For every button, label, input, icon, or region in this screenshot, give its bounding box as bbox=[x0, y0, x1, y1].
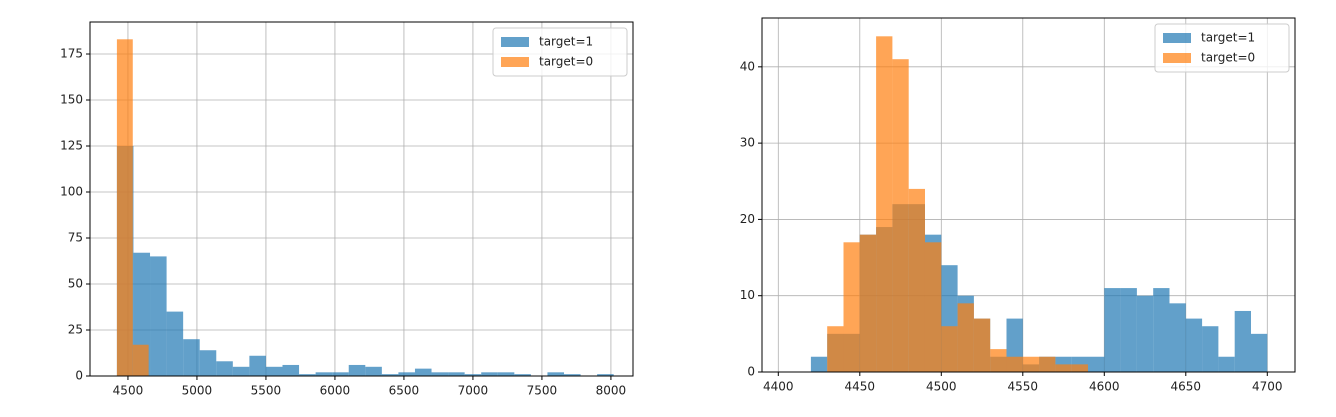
bar bbox=[497, 372, 515, 376]
bar bbox=[132, 344, 149, 376]
y-tick-label: 125 bbox=[60, 139, 83, 153]
bar bbox=[1202, 326, 1219, 372]
y-tick-label: 0 bbox=[75, 369, 83, 383]
y-tick-label: 75 bbox=[68, 231, 83, 245]
chart: 0 10 20 30 40 4400 4450 4500 4550 4600 4650 4700 tar… bbox=[740, 17, 1296, 394]
bar bbox=[564, 374, 581, 376]
bar bbox=[1006, 356, 1023, 372]
bar bbox=[183, 339, 200, 376]
x-tick-label: 4500 bbox=[926, 380, 957, 394]
bar bbox=[892, 59, 909, 373]
legend-label: target=1 bbox=[539, 35, 593, 49]
y-tick-label: 20 bbox=[740, 212, 755, 226]
bar bbox=[464, 374, 482, 376]
bar bbox=[1120, 288, 1137, 372]
bar bbox=[514, 374, 531, 376]
x-tick-label: 4450 bbox=[845, 380, 876, 394]
bar bbox=[1185, 318, 1203, 372]
bar bbox=[810, 356, 828, 372]
plot-frame bbox=[89, 21, 634, 377]
bar bbox=[876, 36, 893, 373]
bar bbox=[908, 188, 925, 372]
bar bbox=[232, 366, 250, 376]
bar bbox=[116, 39, 133, 376]
bar bbox=[859, 234, 877, 372]
bar bbox=[150, 256, 167, 376]
x-tick-label: 8000 bbox=[596, 384, 627, 398]
bar bbox=[1055, 364, 1072, 372]
bar bbox=[843, 242, 860, 372]
x-tick-label: 4400 bbox=[763, 380, 794, 394]
bar bbox=[924, 242, 942, 372]
bar bbox=[265, 366, 283, 376]
y-tick-label: 25 bbox=[68, 323, 83, 337]
bar bbox=[332, 372, 349, 376]
y-tick-label: 50 bbox=[68, 277, 83, 291]
bar bbox=[1169, 303, 1186, 372]
bar bbox=[1153, 288, 1170, 372]
y-tick-label: 100 bbox=[60, 185, 83, 199]
bar bbox=[299, 374, 316, 376]
bar bbox=[1234, 310, 1251, 372]
bar bbox=[547, 372, 565, 376]
bar bbox=[1039, 356, 1056, 372]
bar bbox=[827, 326, 844, 372]
legend-swatch bbox=[1163, 53, 1191, 63]
bar bbox=[216, 361, 233, 376]
bar bbox=[1022, 356, 1040, 372]
bar bbox=[282, 364, 300, 376]
legend-swatch bbox=[501, 37, 529, 47]
legend-label: target=0 bbox=[539, 55, 593, 69]
chart: 0 25 50 75 100 125 150 175 4500 5000 5500 6000 6500 7… bbox=[60, 21, 634, 398]
legend-label: target=1 bbox=[1201, 31, 1255, 45]
bar bbox=[1136, 295, 1154, 372]
bar bbox=[249, 355, 266, 376]
y-tick-label: 0 bbox=[747, 365, 755, 379]
y-tick-label: 40 bbox=[740, 59, 755, 73]
bar bbox=[597, 374, 614, 376]
bar bbox=[973, 318, 991, 372]
bar bbox=[431, 372, 449, 376]
bar bbox=[1218, 356, 1235, 372]
bar bbox=[381, 374, 399, 376]
bar bbox=[1104, 288, 1121, 372]
legend-swatch bbox=[501, 57, 529, 67]
y-tick-label: 10 bbox=[740, 288, 755, 302]
bar bbox=[990, 349, 1007, 372]
x-tick-label: 6500 bbox=[389, 384, 420, 398]
y-tick-label: 150 bbox=[60, 93, 83, 107]
bar bbox=[481, 372, 498, 376]
legend-swatch bbox=[1163, 33, 1191, 43]
y-tick-label: 30 bbox=[740, 136, 755, 150]
plot-frame bbox=[761, 17, 1296, 373]
bar bbox=[1071, 364, 1088, 372]
x-tick-label: 5000 bbox=[182, 384, 213, 398]
bar bbox=[348, 364, 366, 376]
x-tick-label: 6000 bbox=[320, 384, 351, 398]
bar bbox=[414, 368, 432, 376]
x-tick-label: 4650 bbox=[1171, 380, 1202, 394]
x-tick-label: 4550 bbox=[1008, 380, 1039, 394]
bar bbox=[957, 303, 974, 372]
bar bbox=[365, 366, 382, 376]
x-tick-label: 4600 bbox=[1089, 380, 1120, 394]
bar bbox=[1250, 333, 1268, 372]
bar bbox=[199, 350, 217, 376]
x-tick-label: 7500 bbox=[527, 384, 558, 398]
bar bbox=[448, 372, 465, 376]
x-tick-label: 4700 bbox=[1252, 380, 1283, 394]
bar bbox=[166, 311, 184, 376]
x-tick-label: 4500 bbox=[113, 384, 144, 398]
bar bbox=[941, 326, 958, 372]
bar bbox=[398, 372, 415, 376]
x-tick-label: 7000 bbox=[458, 384, 489, 398]
y-tick-label: 175 bbox=[60, 47, 83, 61]
legend-label: target=0 bbox=[1201, 51, 1255, 65]
bar bbox=[1087, 356, 1105, 372]
bar bbox=[315, 372, 333, 376]
x-tick-label: 5500 bbox=[251, 384, 282, 398]
